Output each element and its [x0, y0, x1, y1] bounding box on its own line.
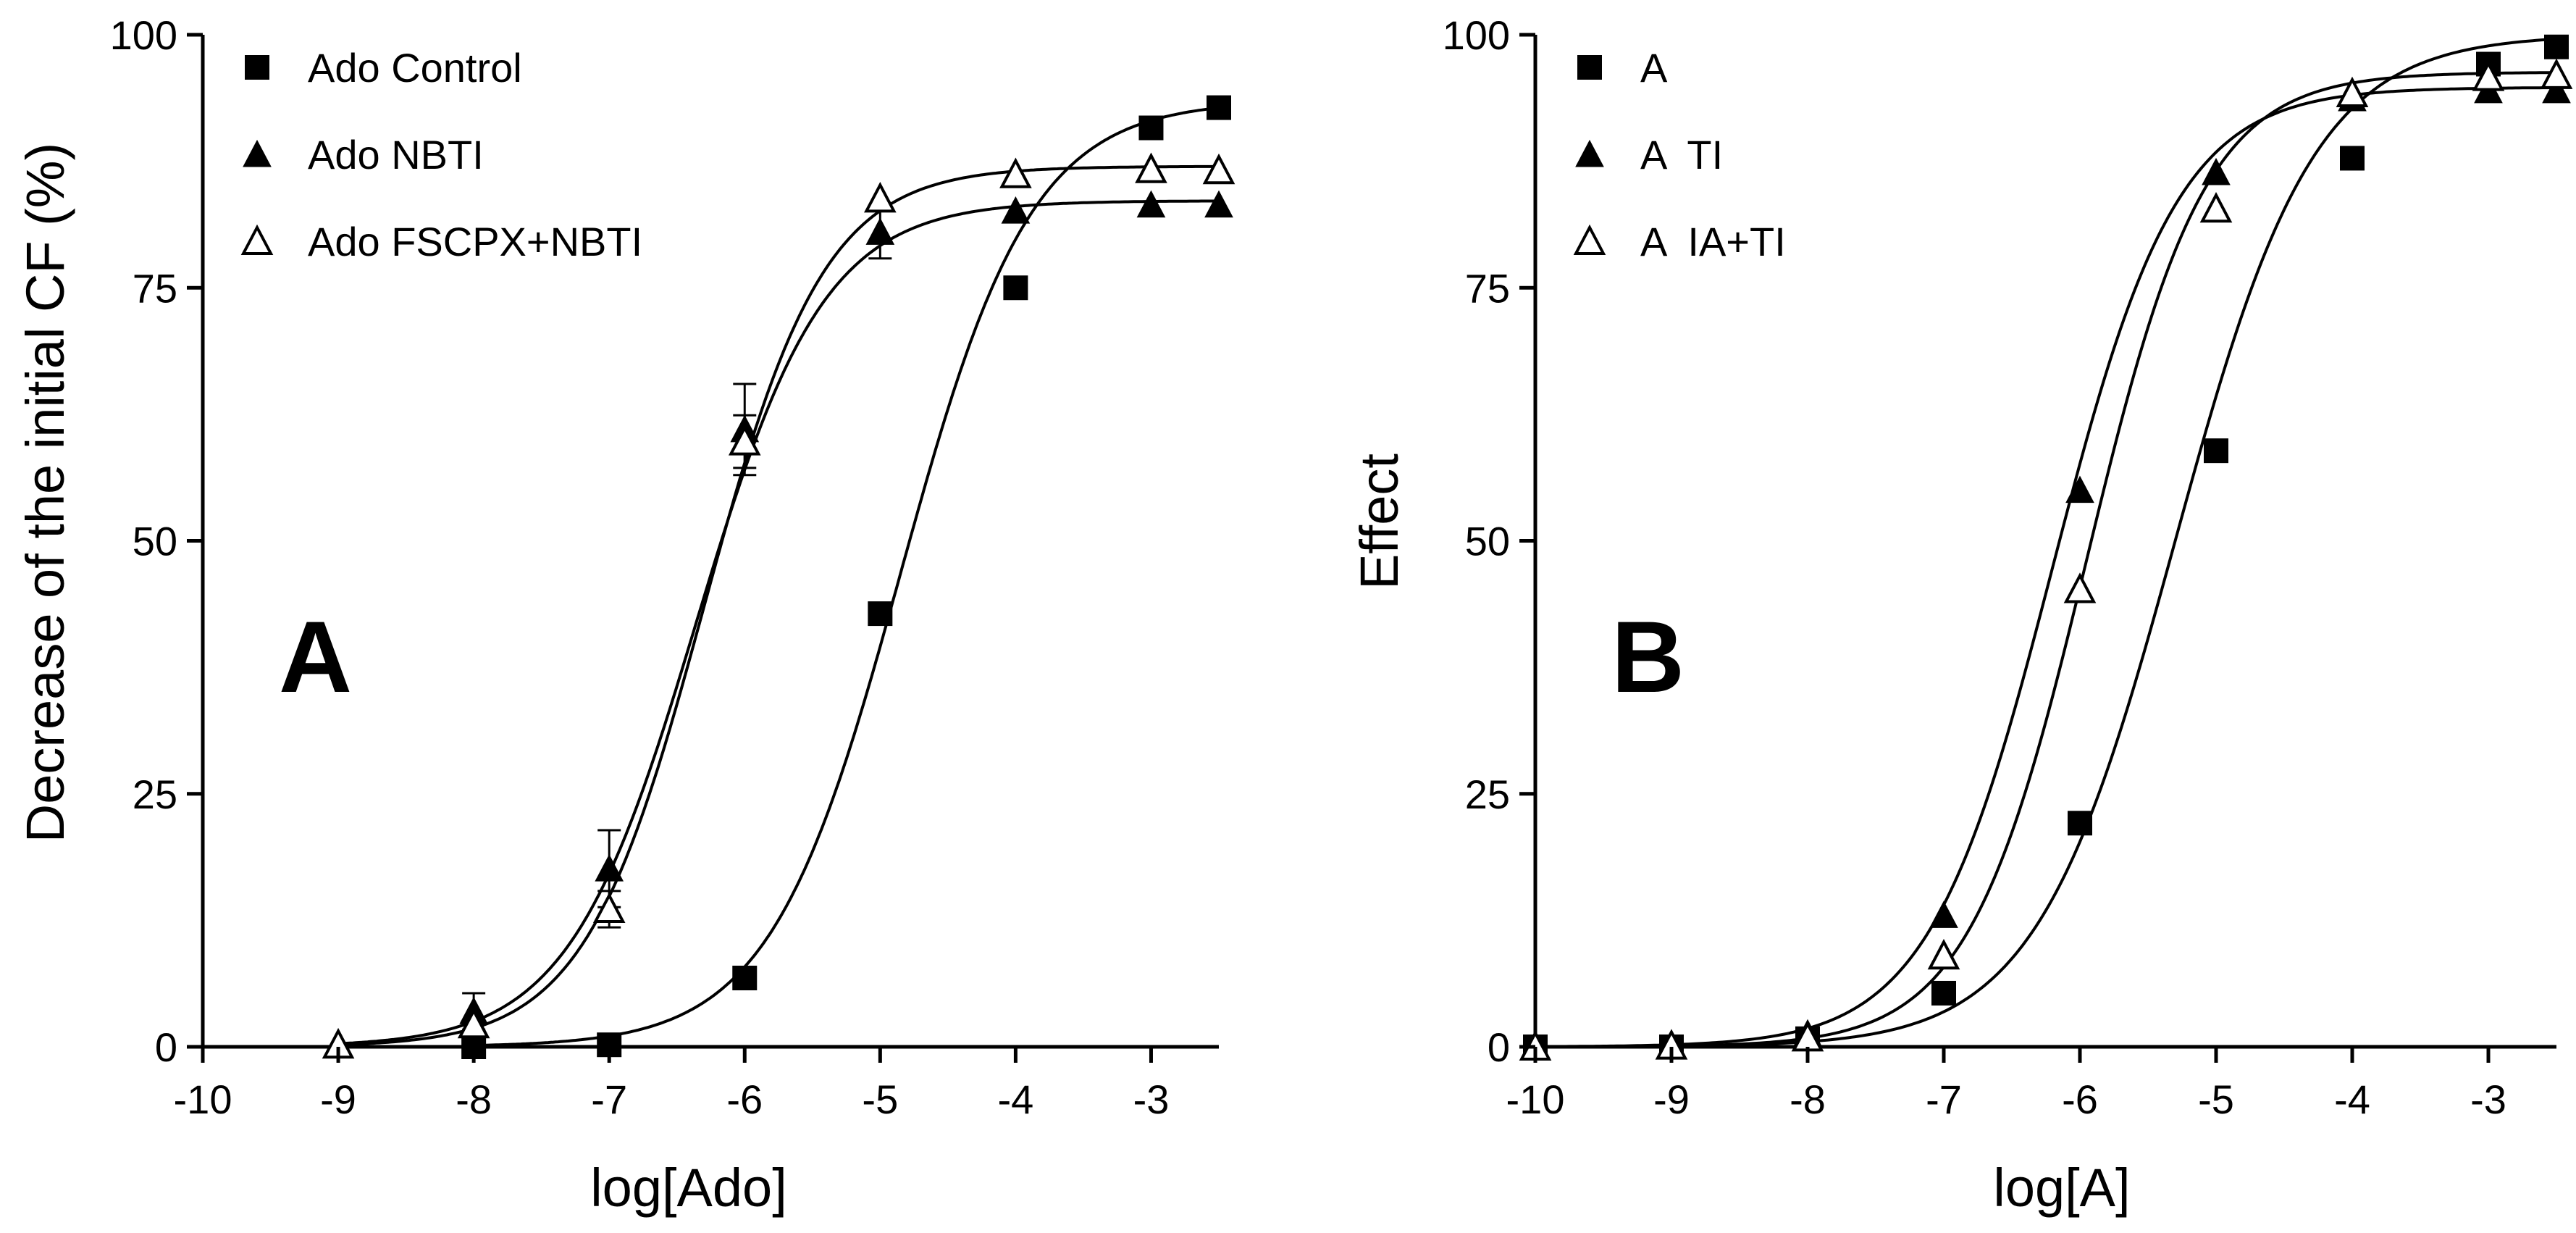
panel-a-y-tick-label: 0: [155, 1024, 177, 1070]
panel-b-x-tick-label: -10: [1506, 1077, 1565, 1122]
panel-a-y-tick-label: 50: [133, 519, 177, 564]
panel-b-data-point-2: [2542, 75, 2571, 104]
panel-b-y-tick-label: 0: [1488, 1024, 1510, 1070]
panel-b-letter: B: [1611, 600, 1685, 714]
panel-b-legend-marker-3: [1573, 224, 1606, 255]
panel-a-data-point-2: [1136, 190, 1166, 218]
panel-a-data-point-1: [1138, 115, 1164, 141]
panel-a-x-tick-label: -10: [174, 1077, 232, 1122]
panel-a-legend-label-1: Ado Control: [308, 45, 522, 91]
panel-b-x-tick-label: -7: [1926, 1077, 1962, 1122]
panel-a-y-tick-label: 75: [133, 265, 177, 311]
panel-a-x-tick-label: -9: [320, 1077, 356, 1122]
panel-a-data-point-2: [1204, 190, 1233, 218]
panel-b-x-tick-label: -5: [2198, 1077, 2234, 1122]
panel-a-fit-curve-3: [338, 164, 1220, 1047]
panel-a-fit-curve-2: [338, 199, 1220, 1045]
panel-a-legend-marker-2: [243, 139, 272, 167]
panel-a-data-point-2: [1001, 196, 1031, 224]
panel-b-legend-label-1: A: [1640, 45, 1668, 91]
panel-b-x-tick-label: -4: [2334, 1077, 2370, 1122]
panel-b-legend: A A TI A IA+TI: [1573, 45, 1786, 264]
panel-b-legend-label-3: A IA+TI: [1640, 219, 1786, 264]
panel-b-data-point-3: [2540, 58, 2573, 89]
panel-a-legend-marker-1: [245, 55, 269, 80]
panel-a-data-point-3: [592, 892, 626, 924]
panel-a-data-point-1: [1003, 275, 1028, 301]
panel-b-data-point-2: [2065, 475, 2094, 503]
panel-a-x-tick-label: -5: [862, 1077, 898, 1122]
panel-a-legend-label-3: Ado FSCPX+NBTI: [308, 219, 642, 264]
panel-b-y-tick-label: 75: [1465, 265, 1510, 311]
panel-a-y-axis-label: Decrease of the initial CF (%): [15, 143, 75, 843]
panel-a-legend: Ado Control Ado NBTI Ado FSCPX+NBTI: [240, 45, 642, 264]
panel-b-data-point-3: [2336, 76, 2369, 108]
panel-a-y-tick-label: 100: [110, 12, 177, 58]
panel-a-data-point-2: [865, 217, 895, 245]
panel-a-legend-marker-3: [240, 224, 274, 255]
panel-a-x-tick-label: -6: [726, 1077, 763, 1122]
panel-b-y-tick-label: 50: [1465, 519, 1510, 564]
panel-b-data-point-1: [1931, 980, 1956, 1006]
panel-a-x-tick-label: -3: [1133, 1077, 1170, 1122]
panel-b-legend-marker-2: [1575, 139, 1604, 167]
panel-b-data-point-1: [2068, 811, 2092, 836]
panel-a-data-point-2: [595, 854, 624, 882]
panel-b-x-tick-label: -9: [1653, 1077, 1690, 1122]
panel-a-data-point-1: [732, 966, 758, 991]
panel-a-data-point-3: [864, 182, 897, 213]
panel-b-data-point-1: [2204, 438, 2228, 464]
panel-a-x-tick-label: -7: [591, 1077, 627, 1122]
panel-a-data-point-3: [999, 157, 1032, 188]
panel-b-fit-curve-2: [1535, 86, 2557, 1048]
panel-a-y-tick-label: 25: [133, 772, 177, 817]
panel-b-data-point-3: [2063, 572, 2097, 603]
panel-b-x-tick-label: -6: [2062, 1077, 2098, 1122]
panel-a-letter: A: [279, 600, 352, 714]
panel-b-y-axis-label: Effect: [1349, 454, 1409, 590]
panel-b-x-tick-label: -3: [2470, 1077, 2506, 1122]
panel-a-legend-label-2: Ado NBTI: [308, 132, 484, 177]
panel-b-data-point-2: [2202, 157, 2231, 185]
panel-b-data-point-3: [2199, 191, 2233, 223]
panel-b-x-tick-label: -8: [1790, 1077, 1826, 1122]
panel-b-fit-curve-1: [1535, 37, 2557, 1048]
panel-b-y-tick-label: 100: [1443, 12, 1510, 58]
panel-a-x-tick-label: -4: [998, 1077, 1034, 1122]
panel-b-x-axis-label: log[A]: [1993, 1158, 2130, 1218]
panel-a-data-point-3: [457, 1007, 490, 1039]
panel-b-y-tick-label: 25: [1465, 772, 1510, 817]
panel-b-legend-label-2: A TI: [1640, 132, 1723, 177]
panel-b-data-point-3: [2472, 60, 2505, 91]
panel-b: -10 -9 -8 -7 -6 -5 -4 -3 0 25 50 75 100 B log[A] Ef…: [1349, 12, 2573, 1218]
panel-b-legend-marker-1: [1577, 55, 1602, 80]
panel-a-data-point-1: [1207, 95, 1231, 120]
panel-a-x-tick-label: -8: [456, 1077, 492, 1122]
panel-a-data-point-3: [1202, 153, 1235, 185]
panel-a-data-point-3: [1135, 152, 1167, 183]
panel-b-data-point-2: [1929, 900, 1958, 928]
panel-b-data-point-1: [2340, 146, 2365, 171]
panel-a-x-axis-label: log[Ado]: [590, 1158, 787, 1218]
panel-b-fit-curve-3: [1535, 71, 2556, 1048]
panel-a-data-point-3: [728, 425, 761, 456]
panel-b-data-point-3: [1927, 938, 1960, 970]
panel-b-data-point-1: [2544, 34, 2569, 59]
panel-a-data-point-1: [868, 601, 893, 627]
